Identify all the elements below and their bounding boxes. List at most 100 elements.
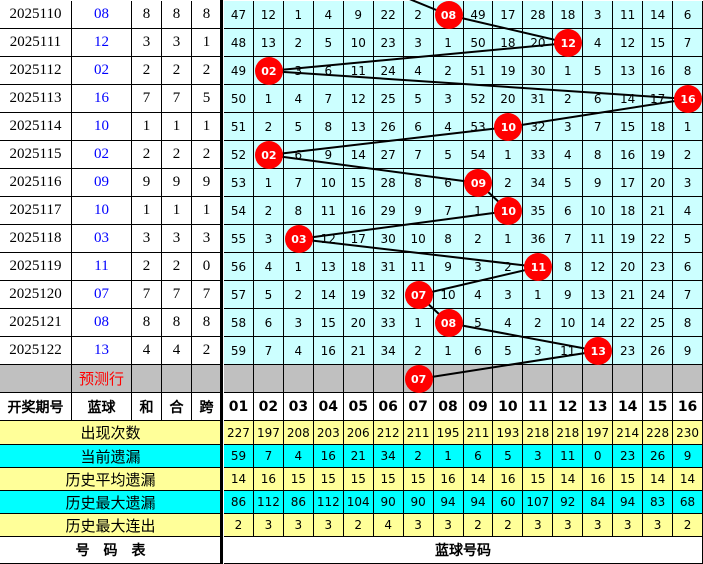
omission-cell: 36 [523, 225, 554, 253]
stat-label: 历史平均遗漏 [0, 468, 222, 491]
row-he: 2 [132, 57, 162, 85]
row-period: 2025119 [0, 253, 72, 281]
omission-cell: 21 [643, 197, 674, 225]
omission-cell: 2 [253, 113, 284, 141]
header-number: 16 [673, 393, 703, 421]
omission-cell: 8 [403, 169, 434, 197]
row-he: 2 [132, 253, 162, 281]
omission-cell: 35 [523, 197, 554, 225]
row-blue: 03 [72, 225, 132, 253]
omission-cell: 1 [493, 225, 524, 253]
header-number: 07 [403, 393, 434, 421]
row-he: 1 [132, 197, 162, 225]
omission-cell: 29 [373, 197, 404, 225]
omission-cell: 2 [463, 225, 494, 253]
omission-cell: 25 [373, 85, 404, 113]
stat-value: 3 [583, 514, 614, 537]
blue-ball-hit: 03 [284, 225, 313, 253]
stat-value: 14 [673, 468, 703, 491]
omission-cell: 4 [283, 337, 314, 365]
row-blue: 10 [72, 113, 132, 141]
stat-value: 16 [433, 468, 464, 491]
row-kua: 2 [192, 57, 222, 85]
omission-cell: 3 [403, 29, 434, 57]
stat-value: 15 [613, 468, 644, 491]
stat-value: 104 [343, 491, 374, 514]
row-kua: 1 [192, 29, 222, 57]
stat-value: 16 [253, 468, 284, 491]
row-period: 2025112 [0, 57, 72, 85]
omission-cell: 12 [253, 1, 284, 29]
row-hewei: 3 [162, 225, 192, 253]
row-he: 3 [132, 225, 162, 253]
header-number: 05 [343, 393, 374, 421]
row-blue: 12 [72, 29, 132, 57]
predicted-ball: 07 [404, 365, 433, 393]
omission-cell: 9 [313, 141, 344, 169]
omission-cell: 28 [523, 1, 554, 29]
stat-value: 15 [523, 468, 554, 491]
omission-cell: 7 [313, 85, 344, 113]
header-hewei: 合 [162, 393, 192, 421]
omission-cell: 9 [343, 1, 374, 29]
predict-cell [343, 365, 374, 393]
omission-cell: 14 [583, 309, 614, 337]
stat-label: 当前遗漏 [0, 445, 222, 468]
omission-cell: 5 [583, 57, 614, 85]
omission-cell: 5 [283, 113, 314, 141]
row-period: 2025111 [0, 29, 72, 57]
omission-cell: 54 [463, 141, 494, 169]
header-number: 15 [643, 393, 674, 421]
row-he: 2 [132, 141, 162, 169]
omission-cell: 52 [224, 141, 254, 169]
stat-value: 2 [343, 514, 374, 537]
omission-cell: 1 [493, 141, 524, 169]
predict-label: 预测行 [72, 365, 132, 393]
omission-cell: 23 [643, 253, 674, 281]
stat-value: 228 [643, 421, 674, 445]
stat-value: 214 [613, 421, 644, 445]
stat-value: 208 [283, 421, 314, 445]
omission-cell: 53 [224, 169, 254, 197]
omission-cell: 8 [283, 197, 314, 225]
omission-cell: 9 [433, 253, 464, 281]
omission-cell: 11 [313, 197, 344, 225]
header-kua: 跨 [192, 393, 222, 421]
predict-cell [224, 365, 254, 393]
footer-right: 蓝球号码 [224, 537, 703, 564]
stat-value: 3 [433, 514, 464, 537]
omission-cell: 22 [373, 1, 404, 29]
stat-value: 206 [343, 421, 374, 445]
omission-cell: 3 [433, 85, 464, 113]
omission-cell: 28 [373, 169, 404, 197]
omission-cell: 24 [643, 281, 674, 309]
omission-cell: 3 [583, 1, 614, 29]
row-kua: 0 [192, 253, 222, 281]
omission-cell: 13 [613, 57, 644, 85]
predict-cell [643, 365, 674, 393]
omission-cell: 4 [433, 113, 464, 141]
header-number: 14 [613, 393, 644, 421]
omission-cell: 10 [433, 281, 464, 309]
stat-value: 218 [553, 421, 584, 445]
omission-cell: 8 [673, 57, 703, 85]
header-number: 03 [283, 393, 314, 421]
omission-cell: 7 [283, 169, 314, 197]
omission-cell: 56 [224, 253, 254, 281]
footer-left: 号 码 表 [0, 537, 222, 564]
header-number: 01 [224, 393, 254, 421]
stat-value: 15 [403, 468, 434, 491]
omission-cell: 18 [553, 1, 584, 29]
omission-cell: 59 [224, 337, 254, 365]
row-kua: 9 [192, 169, 222, 197]
predict-cell [192, 365, 222, 393]
omission-cell: 50 [224, 85, 254, 113]
stat-value: 1 [433, 445, 464, 468]
row-hewei: 7 [162, 85, 192, 113]
omission-cell: 5 [553, 169, 584, 197]
omission-cell: 10 [553, 309, 584, 337]
omission-cell: 7 [583, 113, 614, 141]
header-number: 13 [583, 393, 614, 421]
header-number: 10 [493, 393, 524, 421]
omission-cell: 16 [343, 197, 374, 225]
